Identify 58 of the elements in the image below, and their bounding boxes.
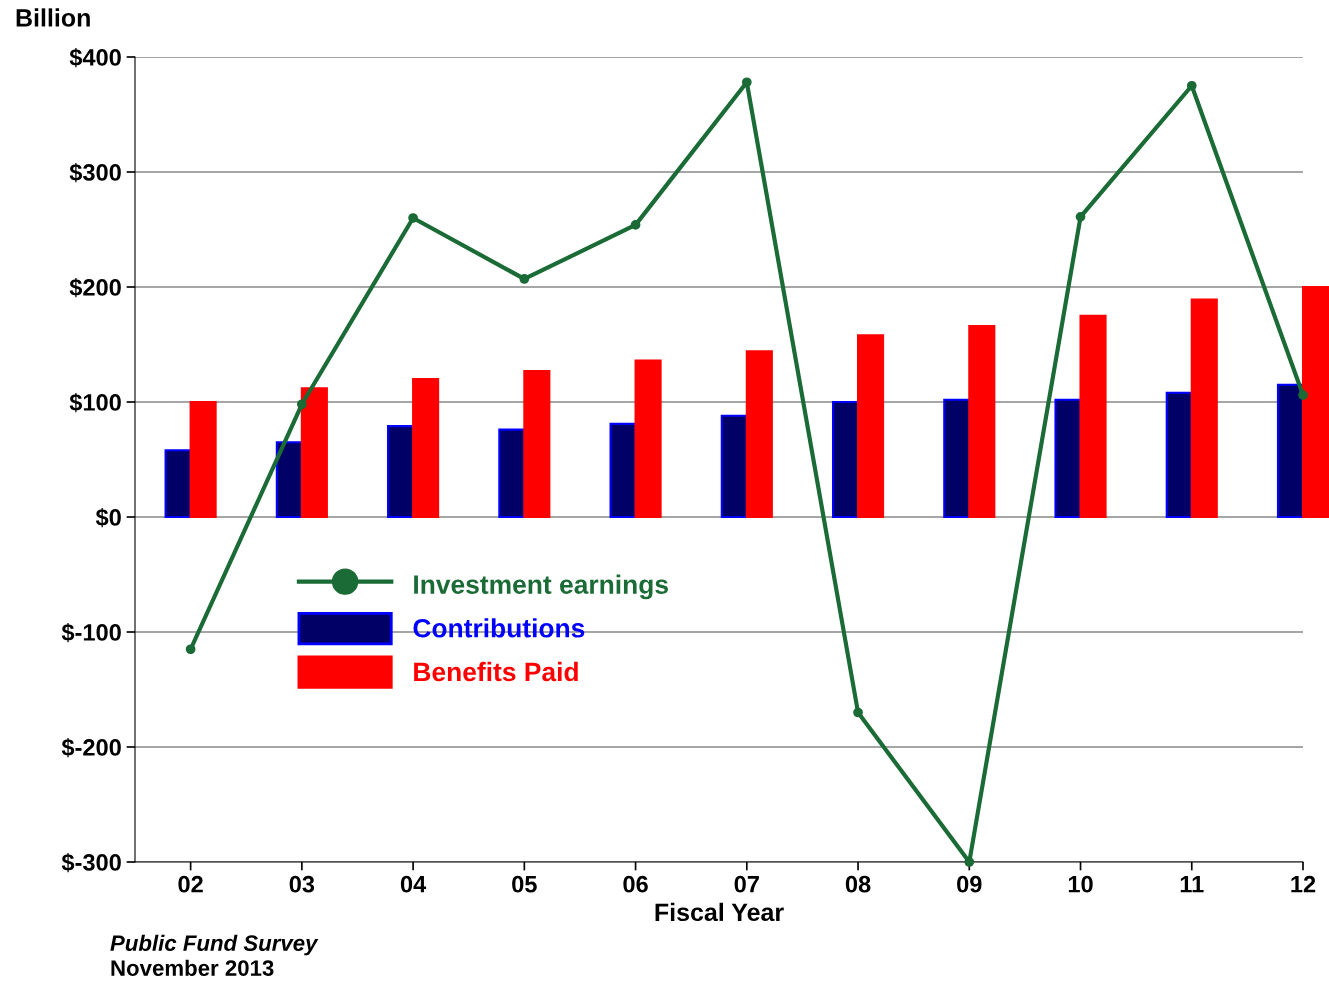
point xyxy=(519,274,530,284)
point xyxy=(853,707,863,718)
bar xyxy=(968,325,996,519)
x-tick-label: 04 xyxy=(400,875,427,893)
x-tick-label: 03 xyxy=(289,875,315,893)
y-axis-title: Billion xyxy=(16,8,90,27)
point xyxy=(741,77,752,88)
bar xyxy=(498,428,526,519)
x-tick-label: 07 xyxy=(734,875,759,893)
bar xyxy=(720,414,748,519)
x-tick-label: 12 xyxy=(1291,875,1316,893)
bar xyxy=(634,359,662,519)
y-tick-label: $100 xyxy=(69,393,121,413)
text: November 2013 xyxy=(111,959,274,976)
bar xyxy=(1276,383,1305,519)
y-tick-label: $-200 xyxy=(61,738,121,758)
bar xyxy=(857,334,885,519)
bar xyxy=(412,377,440,519)
bar xyxy=(1190,298,1218,519)
x-tick-label: 02 xyxy=(178,875,203,893)
y-tick-label: $-100 xyxy=(61,623,121,643)
x-tick-label: 05 xyxy=(512,875,537,893)
bar xyxy=(1079,314,1107,519)
bar xyxy=(523,369,551,519)
bar xyxy=(943,398,971,519)
y-tick-label: $300 xyxy=(69,163,121,183)
bar xyxy=(189,400,217,519)
point xyxy=(408,213,418,223)
y-tick-label: $0 xyxy=(95,508,121,528)
legend-label: Benefits Paid xyxy=(414,661,578,682)
bar xyxy=(1165,391,1193,519)
bar xyxy=(164,449,192,519)
bar xyxy=(1054,398,1082,519)
bar xyxy=(745,350,773,519)
text: Public Fund Survey xyxy=(110,934,319,956)
legend-label: Contributions xyxy=(413,618,585,638)
bar xyxy=(387,425,415,519)
point xyxy=(964,857,975,867)
bar xyxy=(609,422,637,519)
legend-label: Investment earnings xyxy=(414,574,668,600)
point xyxy=(1186,80,1197,91)
x-tick-label: 10 xyxy=(1068,875,1093,893)
point xyxy=(630,220,641,230)
x-tick-label: 09 xyxy=(957,875,982,893)
bar xyxy=(300,387,328,519)
bar xyxy=(831,400,860,519)
x-axis-title: Fiscal Year xyxy=(655,902,784,922)
x-tick-label: 06 xyxy=(623,875,648,893)
point xyxy=(1075,211,1086,222)
x-tick-label: 08 xyxy=(845,875,871,893)
y-tick-label: $200 xyxy=(69,278,121,298)
x-tick-label: 11 xyxy=(1180,876,1204,893)
point xyxy=(1298,390,1308,400)
y-tick-label: $-300 xyxy=(61,853,121,873)
bar xyxy=(1301,285,1329,519)
point xyxy=(296,399,307,410)
y-tick-label: $400 xyxy=(69,48,121,68)
point xyxy=(185,644,196,655)
